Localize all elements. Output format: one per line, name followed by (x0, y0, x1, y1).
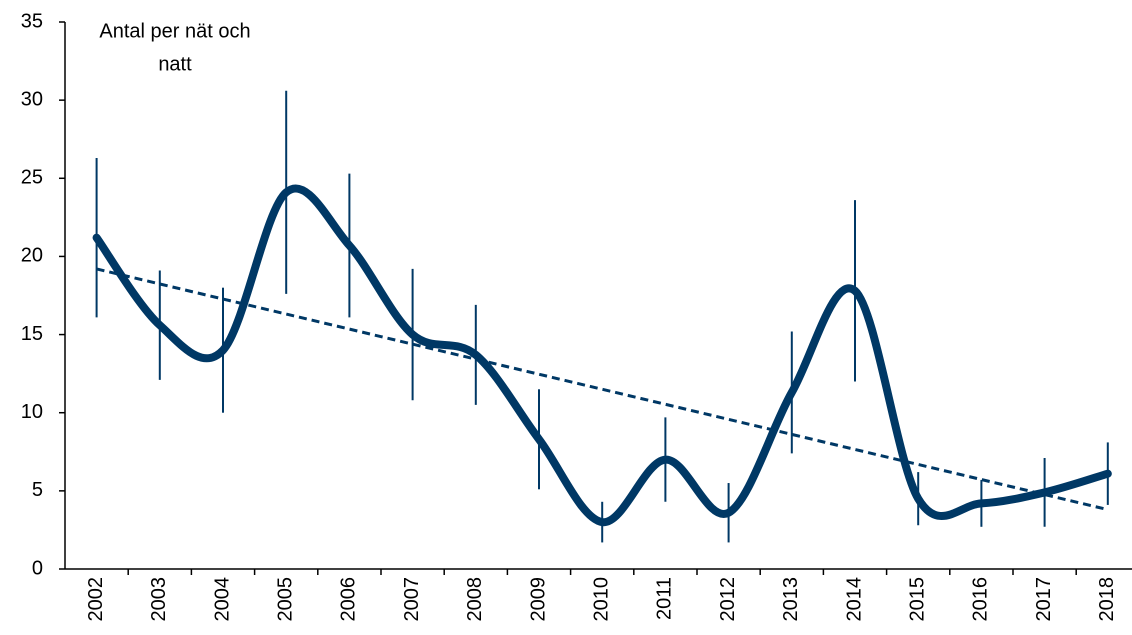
trend-line (96, 267, 1109, 512)
y-tick-label: 35 (21, 10, 43, 32)
y-tick-label: 25 (21, 167, 43, 189)
x-tick-label: 2015 (906, 577, 928, 622)
y-axis-label: natt (158, 53, 192, 75)
x-tick-label: 2005 (274, 577, 296, 622)
y-tick-label: 10 (21, 401, 43, 423)
x-tick-label: 2003 (148, 577, 170, 622)
x-tick-label: 2010 (590, 577, 612, 622)
x-tick-label: 2011 (654, 577, 676, 620)
y-axis-label: Antal per nät och (99, 20, 250, 42)
x-tick-label: 2013 (780, 577, 802, 622)
y-tick-label: 30 (21, 88, 43, 110)
y-tick-label: 5 (32, 479, 43, 501)
x-tick-label: 2016 (970, 577, 992, 622)
line-series (92, 184, 1112, 527)
x-tick-label: 2008 (464, 577, 486, 622)
x-tick-label: 2014 (843, 577, 865, 622)
x-tick-label: 2006 (338, 577, 360, 622)
y-tick-label: 20 (21, 245, 43, 267)
x-tick-label: 2007 (401, 577, 423, 622)
y-tick-label: 15 (21, 323, 43, 345)
x-tick-label: 2004 (211, 577, 233, 622)
x-tick-label: 2012 (717, 577, 739, 622)
y-tick-label: 0 (32, 557, 43, 579)
x-tick-label: 2018 (1096, 577, 1118, 622)
x-tick-label: 2009 (527, 577, 549, 622)
x-tick-label: 2002 (85, 577, 107, 622)
x-tick-label: 2017 (1033, 577, 1055, 622)
